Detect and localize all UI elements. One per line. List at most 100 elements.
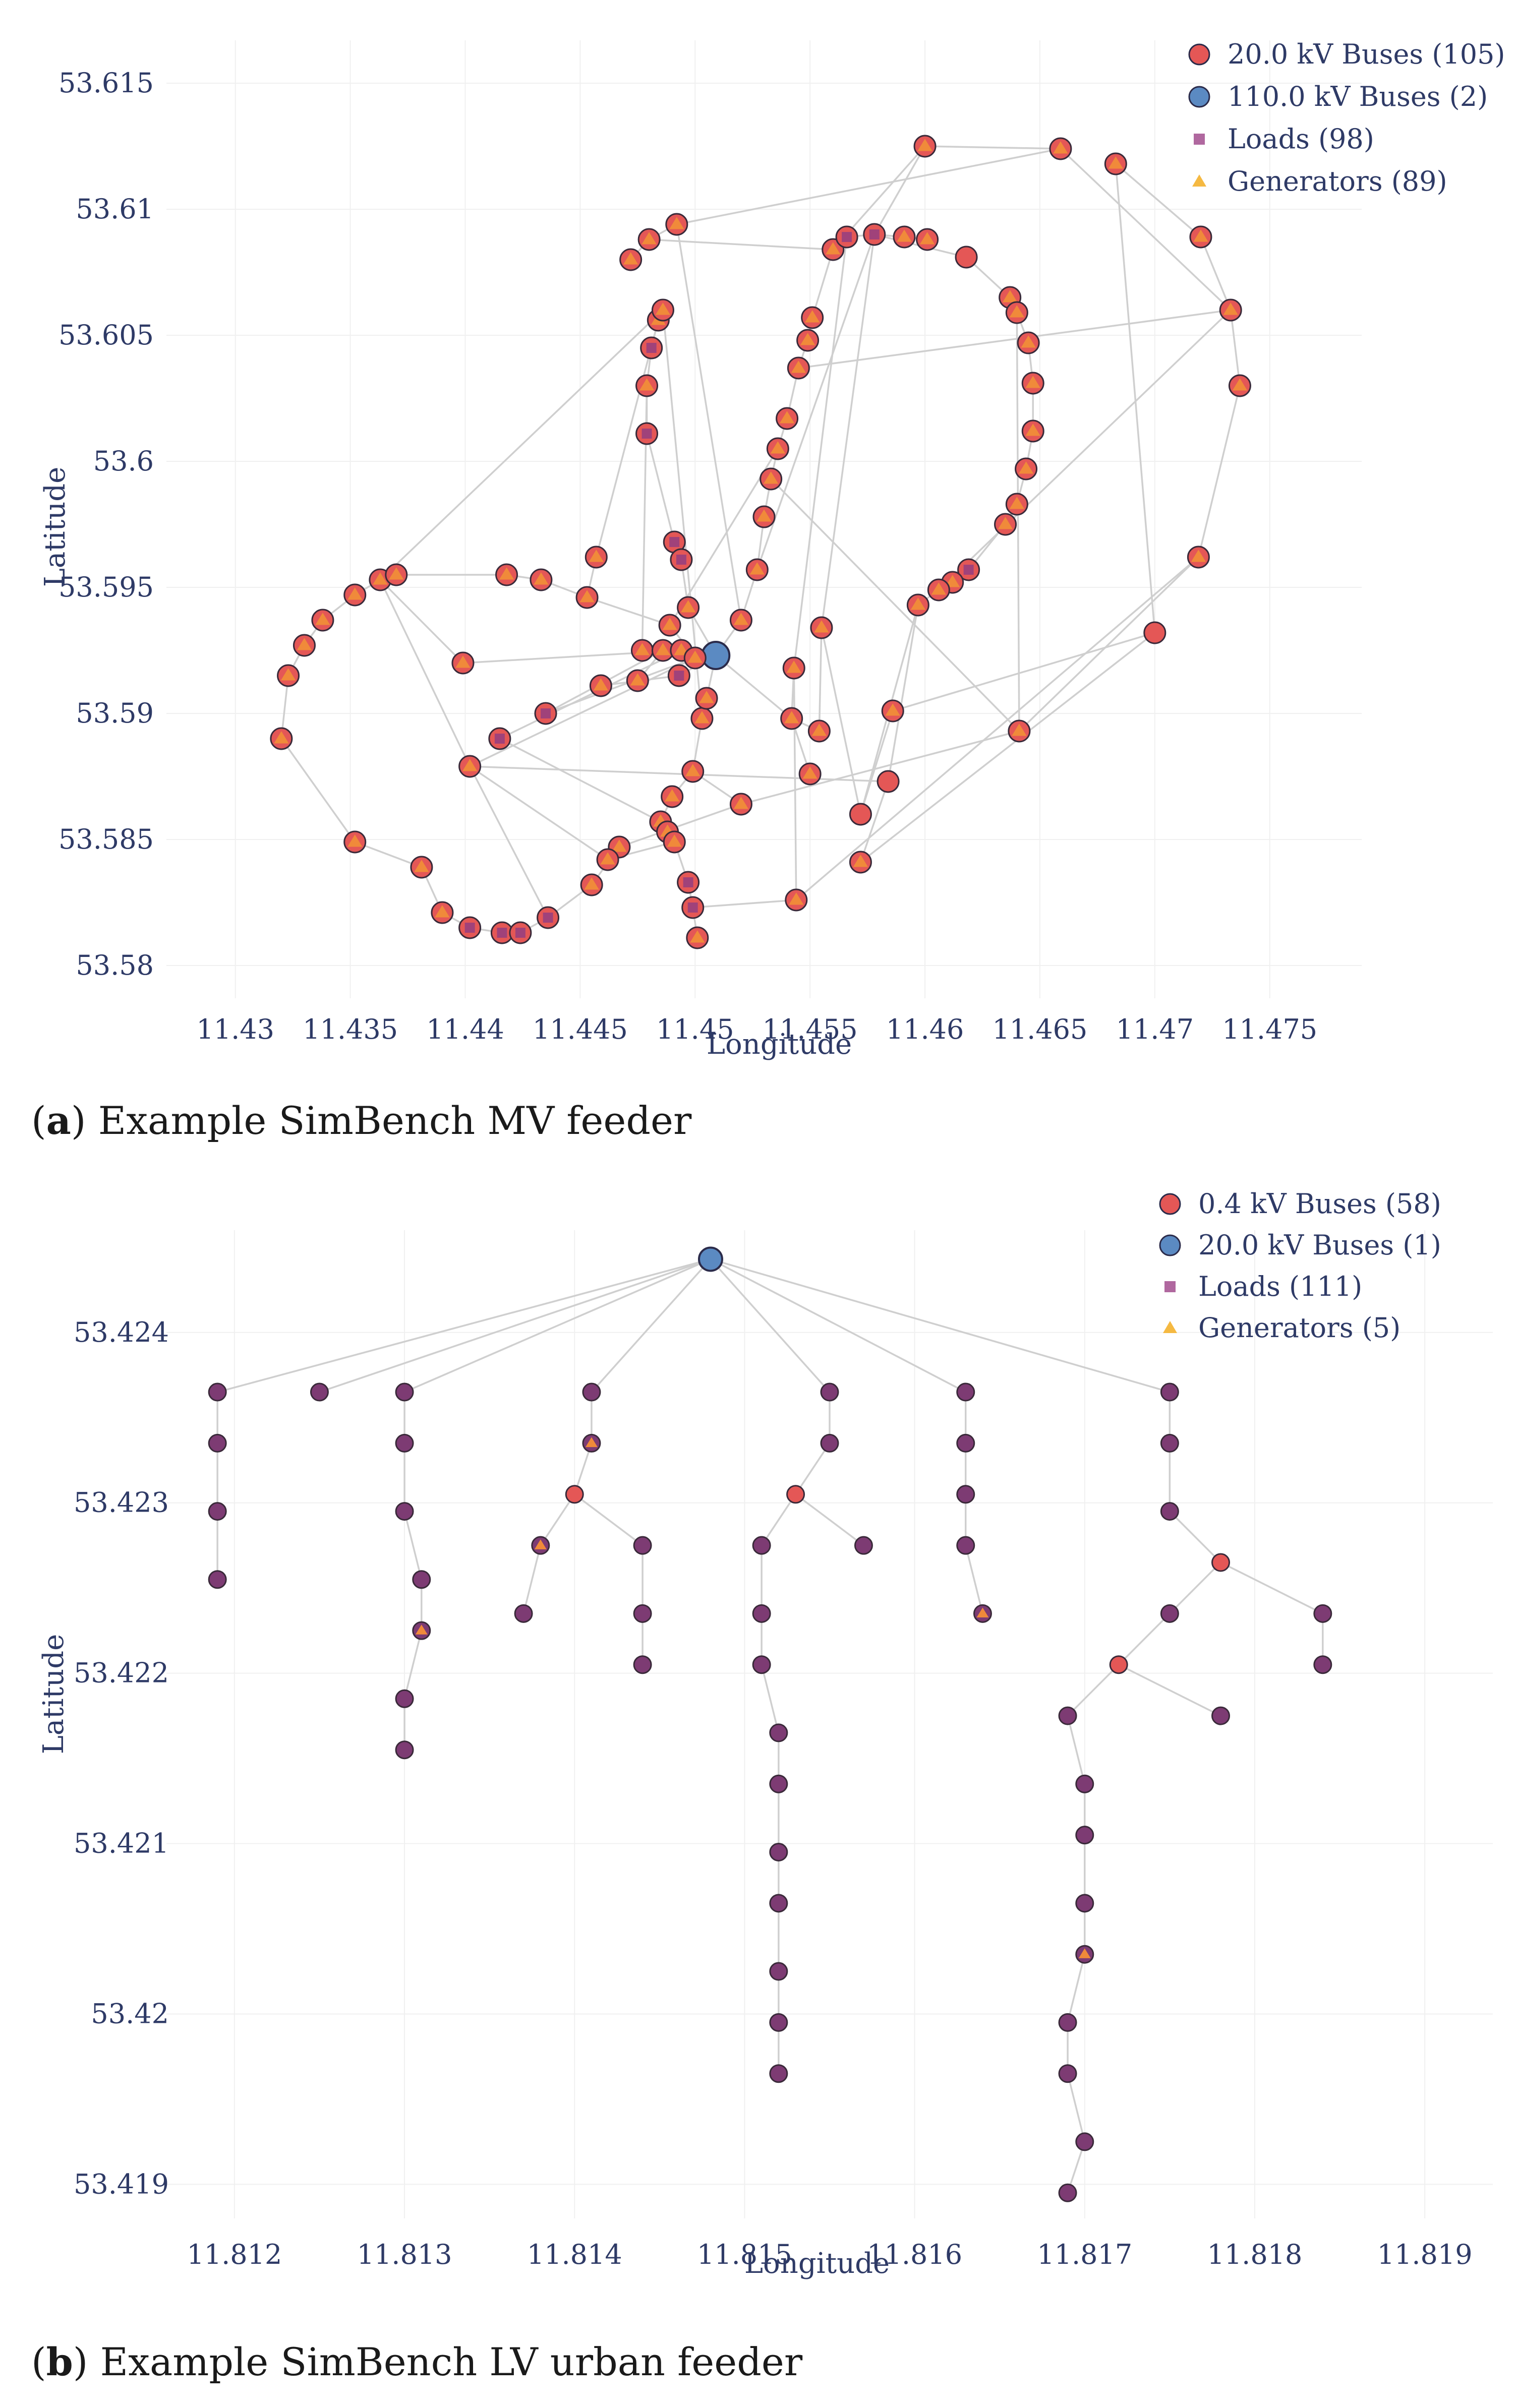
generator-marker [814, 620, 829, 633]
generator-marker [802, 766, 818, 779]
feeder-line [938, 309, 1232, 591]
load-marker [1160, 1382, 1179, 1402]
load-marker [497, 928, 507, 938]
load-marker [1075, 2132, 1094, 2151]
load-marker [1058, 2064, 1077, 2083]
mv-x-axis-title: Longitude [707, 1028, 852, 1061]
load-marker [1160, 1604, 1179, 1623]
generator-marker [586, 1437, 598, 1448]
feeder-line [710, 1258, 831, 1393]
load-marker [1075, 1826, 1094, 1845]
feeder-line [1060, 148, 1232, 311]
feeder-line [403, 1511, 423, 1580]
generator-marker [589, 550, 604, 562]
generator-marker [1108, 156, 1124, 169]
x-tick-label: 11.813 [357, 2239, 452, 2270]
generator-marker [389, 567, 404, 580]
generator-marker [763, 471, 779, 484]
generator-marker [674, 643, 689, 655]
generator-marker [634, 643, 650, 655]
x-tick-label: 11.43 [196, 1013, 274, 1045]
feeder-line [710, 1258, 1170, 1393]
generator-marker [373, 572, 388, 585]
legend-label: 20.0 kV Buses (1) [1198, 1229, 1441, 1261]
feeder-line [379, 309, 664, 581]
load-marker [208, 1433, 227, 1453]
feeder-line [499, 738, 661, 823]
load-marker [395, 1502, 414, 1521]
generator-marker [800, 333, 815, 345]
feeder-line [574, 1493, 644, 1546]
feeder-line [795, 1442, 831, 1495]
generator-marker [600, 852, 615, 865]
lv-y-axis-title: Latitude [37, 1634, 70, 1755]
legend-square-marker [1194, 134, 1205, 145]
feeder-line [798, 309, 1231, 369]
x-tick-label: 11.44 [426, 1013, 504, 1045]
load-marker [395, 1740, 414, 1760]
y-tick-label: 53.421 [74, 1828, 169, 1859]
mv-legend: 20.0 kV Buses (105) 110.0 kV Buses (2) Loa… [1188, 38, 1505, 197]
generator-marker [690, 930, 705, 943]
feeder-line [319, 1258, 711, 1393]
feeder-line [469, 766, 549, 918]
load-marker [820, 1382, 839, 1402]
load-marker [395, 1382, 414, 1402]
load-marker [752, 1655, 771, 1674]
load-marker [1058, 1706, 1077, 1725]
load-marker [963, 565, 974, 575]
legend-label: Loads (111) [1198, 1271, 1362, 1302]
y-tick-label: 53.59 [76, 697, 154, 729]
load-marker [752, 1536, 771, 1555]
bus-marker [1211, 1553, 1231, 1572]
generator-marker [826, 242, 841, 255]
legend-label: Generators (89) [1228, 165, 1447, 197]
legend-circle-marker [1188, 86, 1210, 108]
generator-marker [662, 618, 677, 630]
feeder-line [403, 1630, 423, 1699]
x-tick-label: 11.815 [697, 2239, 792, 2270]
generator-marker [499, 567, 514, 580]
feeder-line [1169, 1511, 1221, 1563]
legend-triangle-marker [1163, 1321, 1177, 1333]
load-marker [1160, 1502, 1179, 1521]
load-marker [208, 1382, 227, 1402]
feeder-line [1200, 236, 1232, 311]
legend-triangle-marker [1192, 174, 1206, 187]
feeder-line [595, 320, 660, 558]
generator-marker [784, 711, 799, 724]
generator-marker [1053, 141, 1068, 154]
feeder-line [795, 556, 1199, 901]
load-marker [687, 902, 698, 913]
feeder-line [1169, 1561, 1221, 1614]
x-tick-label: 11.818 [1207, 2239, 1302, 2270]
generator-marker [770, 441, 786, 454]
feeder-line [379, 579, 471, 767]
load-marker [1211, 1706, 1231, 1725]
feeder-line [1018, 556, 1199, 732]
load-marker [1313, 1604, 1332, 1623]
lv-y-ticks: 53.419 53.42 53.421 53.422 53.423 53.424 [74, 1316, 169, 2200]
generator-marker [998, 517, 1013, 529]
generator-marker [805, 310, 820, 323]
load-marker [395, 1433, 414, 1453]
generator-marker [455, 655, 471, 668]
feeder-line [692, 899, 796, 909]
caption-a: (a) Example SimBench MV feeder [31, 1098, 692, 1143]
feeder-line [1067, 1715, 1086, 1784]
generator-marker [919, 232, 935, 245]
generator-marker [1012, 724, 1027, 736]
y-tick-label: 53.58 [76, 949, 154, 981]
generator-marker [687, 650, 703, 663]
generator-marker [612, 839, 627, 852]
y-tick-label: 53.595 [59, 571, 154, 603]
legend-label: 110.0 kV Buses (2) [1228, 81, 1488, 112]
load-marker [956, 1485, 975, 1504]
feeder-line [1230, 310, 1241, 386]
generator-marker [897, 229, 912, 242]
generator-marker [699, 691, 714, 703]
feeder-line [469, 657, 696, 767]
load-marker [514, 1604, 533, 1623]
load-marker [769, 1774, 788, 1793]
feeder-line [793, 236, 848, 669]
